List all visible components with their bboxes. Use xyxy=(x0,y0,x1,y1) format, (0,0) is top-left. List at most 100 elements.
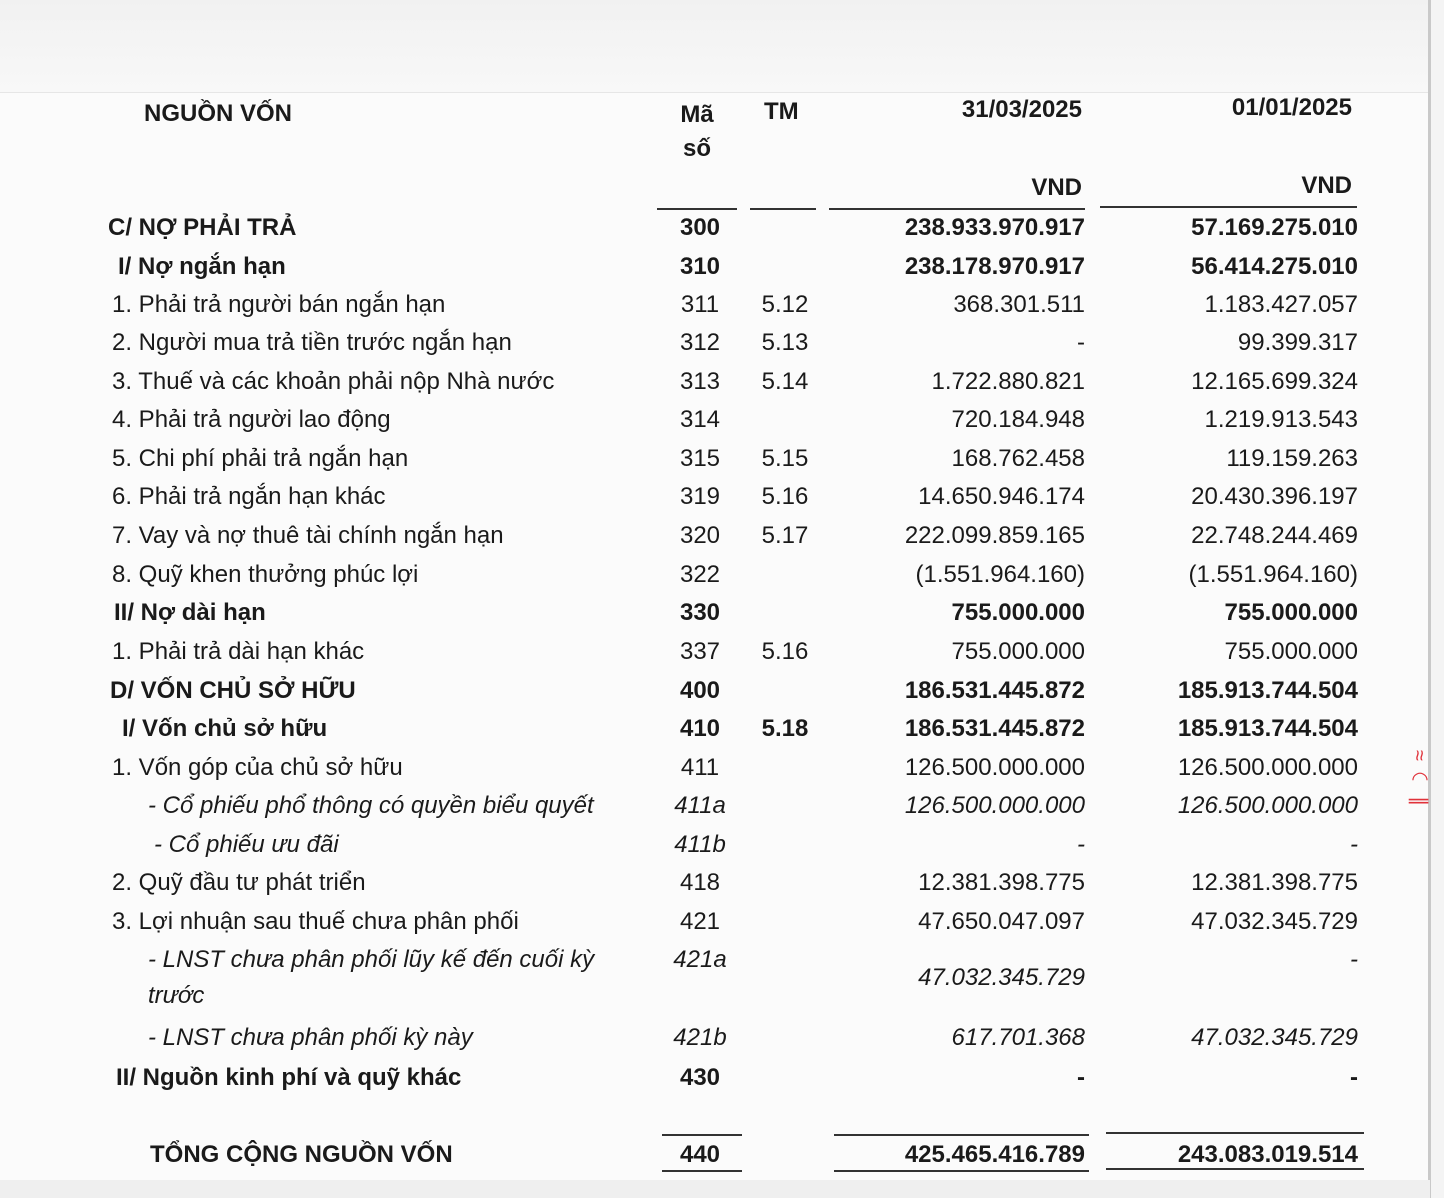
row-label: 2. Người mua trả tiền trước ngắn hạn xyxy=(112,329,512,356)
row-value-prior: 243.083.019.514 xyxy=(1177,1141,1358,1168)
row-code: 411b xyxy=(674,831,726,858)
row-label: 3. Lợi nhuận sau thuế chưa phân phối xyxy=(112,908,519,935)
row-code: 411 xyxy=(680,754,720,781)
row-value-prior: 185.913.744.504 xyxy=(1177,677,1358,704)
row-value-prior: - xyxy=(1350,1064,1358,1091)
row-value-current: 12.381.398.775 xyxy=(918,869,1085,896)
total-underline xyxy=(1106,1168,1364,1170)
table-row: 2. Quỹ đầu tư phát triển 418 12.381.398.77… xyxy=(0,869,1430,907)
row-value-prior: 20.430.396.197 xyxy=(1191,483,1358,510)
section-title: NGUỒN VỐN xyxy=(144,100,293,127)
row-value-current: 186.531.445.872 xyxy=(904,715,1085,742)
current-currency-label: VND xyxy=(1031,174,1082,201)
row-value-current: 186.531.445.872 xyxy=(904,677,1085,704)
table-row: 2. Người mua trả tiền trước ngắn hạn 312 5… xyxy=(0,329,1430,367)
row-label: I/ Nợ ngắn hạn xyxy=(118,253,286,280)
table-row: 6. Phải trả ngắn hạn khác 319 5.16 14.650.9… xyxy=(0,483,1430,521)
table-row: TỔNG CỘNG NGUỒN VỐN 440 425.465.416.789 243… xyxy=(0,1141,1430,1179)
row-code: 312 xyxy=(679,329,721,356)
row-label: II/ Nợ dài hạn xyxy=(114,599,266,626)
row-value-prior: 185.913.744.504 xyxy=(1177,715,1358,742)
total-overline xyxy=(834,1134,1089,1136)
table-row: II/ Nợ dài hạn 330 755.000.000 755.000.000 xyxy=(0,599,1430,637)
table-row: I/ Nợ ngắn hạn 310 238.178.970.917 56.414.2… xyxy=(0,253,1430,291)
row-value-current: 238.933.970.917 xyxy=(904,214,1085,241)
row-value-current: 1.722.880.821 xyxy=(931,368,1085,395)
table-row: II/ Nguồn kinh phí và quỹ khác 430 - - xyxy=(0,1064,1430,1102)
page-edge xyxy=(1428,0,1444,1198)
row-code: 330 xyxy=(679,599,721,626)
row-value-prior: 12.381.398.775 xyxy=(1191,869,1358,896)
row-value-current: 720.184.948 xyxy=(951,406,1085,433)
row-code: 410 xyxy=(679,715,721,742)
row-value-prior: 1.219.913.543 xyxy=(1204,406,1358,433)
row-code: 430 xyxy=(679,1064,721,1091)
note-column-header: TM xyxy=(764,98,799,125)
table-row: 1. Phải trả người bán ngắn hạn 311 5.12 368… xyxy=(0,291,1430,329)
row-note: 5.16 xyxy=(761,638,809,665)
prior-period-header: 01/01/2025 xyxy=(1231,94,1352,121)
row-code: 320 xyxy=(679,522,721,549)
row-value-current: - xyxy=(1077,831,1085,858)
row-value-current: 238.178.970.917 xyxy=(904,253,1085,280)
row-value-prior: 22.748.244.469 xyxy=(1191,522,1358,549)
row-code: 311 xyxy=(680,291,720,318)
row-code: 300 xyxy=(679,214,721,241)
row-label: 4. Phải trả người lao động xyxy=(112,406,391,433)
total-underline xyxy=(834,1170,1089,1172)
row-note: 5.17 xyxy=(761,522,809,549)
table-row: 3. Lợi nhuận sau thuế chưa phân phối 421 4… xyxy=(0,908,1430,946)
row-note: 5.18 xyxy=(761,715,809,742)
row-label: I/ Vốn chủ sở hữu xyxy=(122,715,328,742)
table-row: 1. Phải trả dài hạn khác 337 5.16 755.000.0… xyxy=(0,638,1430,676)
total-overline xyxy=(662,1134,742,1136)
row-value-current: 47.032.345.729 xyxy=(918,964,1085,991)
row-label: D/ VỐN CHỦ SỞ HỮU xyxy=(110,677,356,704)
table-row: - Cổ phiếu ưu đãi 411b - - xyxy=(0,831,1430,869)
row-label: 1. Phải trả người bán ngắn hạn xyxy=(112,291,446,318)
row-code: 315 xyxy=(679,445,721,472)
row-label: - LNST chưa phân phối lũy kế đến cuối kỳ xyxy=(148,946,595,973)
row-label: - Cổ phiếu phổ thông có quyền biểu quyết xyxy=(148,792,594,819)
table-row: 1. Vốn góp của chủ sở hữu 411 126.500.000.… xyxy=(0,754,1430,792)
row-label: 8. Quỹ khen thưởng phúc lợi xyxy=(112,561,419,588)
row-value-current: - xyxy=(1077,1064,1085,1091)
row-code: 421b xyxy=(673,1024,727,1051)
row-label: II/ Nguồn kinh phí và quỹ khác xyxy=(116,1064,462,1091)
row-code: 337 xyxy=(679,638,721,665)
row-value-prior: - xyxy=(1350,946,1358,973)
row-value-current: 14.650.946.174 xyxy=(918,483,1085,510)
row-value-prior: (1.551.964.160) xyxy=(1188,561,1358,588)
table-row: 4. Phải trả người lao động 314 720.184.948… xyxy=(0,406,1430,444)
row-note: 5.13 xyxy=(761,329,809,356)
row-label: 6. Phải trả ngắn hạn khác xyxy=(112,483,386,510)
row-value-prior: - xyxy=(1350,831,1358,858)
scan-top-margin xyxy=(0,0,1430,93)
table-row: 3. Thuế và các khoản phải nộp Nhà nước 31… xyxy=(0,368,1430,406)
row-label: 5. Chi phí phải trả ngắn hạn xyxy=(112,445,409,472)
row-label: 3. Thuế và các khoản phải nộp Nhà nước xyxy=(112,368,555,395)
row-code: 314 xyxy=(679,406,721,433)
total-underline xyxy=(662,1170,742,1172)
current-period-header: 31/03/2025 xyxy=(961,96,1082,123)
row-label: 7. Vay và nợ thuê tài chính ngắn hạn xyxy=(112,522,504,549)
prior-currency-label: VND xyxy=(1301,172,1352,199)
row-label: 1. Phải trả dài hạn khác xyxy=(112,638,365,665)
row-value-current: (1.551.964.160) xyxy=(915,561,1085,588)
row-value-current: 617.701.368 xyxy=(951,1024,1085,1051)
row-label: - LNST chưa phân phối kỳ này xyxy=(148,1024,473,1051)
row-value-current: 755.000.000 xyxy=(951,638,1085,665)
row-value-prior: 12.165.699.324 xyxy=(1191,368,1358,395)
row-value-current: 126.500.000.000 xyxy=(904,792,1085,819)
row-code: 310 xyxy=(679,253,721,280)
table-row: D/ VỐN CHỦ SỞ HỮU 400 186.531.445.872 185.9… xyxy=(0,677,1430,715)
row-value-prior: 126.500.000.000 xyxy=(1177,754,1358,781)
table-row: - LNST chưa phân phối lũy kế đến cuối kỳ… xyxy=(0,946,1430,1009)
scan-bottom-margin xyxy=(0,1180,1430,1198)
table-row: 8. Quỹ khen thưởng phúc lợi 322 (1.551.964… xyxy=(0,561,1430,599)
row-code: 411a xyxy=(674,792,726,819)
row-value-current: 126.500.000.000 xyxy=(904,754,1085,781)
row-value-prior: 56.414.275.010 xyxy=(1191,253,1358,280)
table-row: 5. Chi phí phải trả ngắn hạn 315 5.15 168.7… xyxy=(0,445,1430,483)
row-value-current: 425.465.416.789 xyxy=(904,1141,1085,1168)
